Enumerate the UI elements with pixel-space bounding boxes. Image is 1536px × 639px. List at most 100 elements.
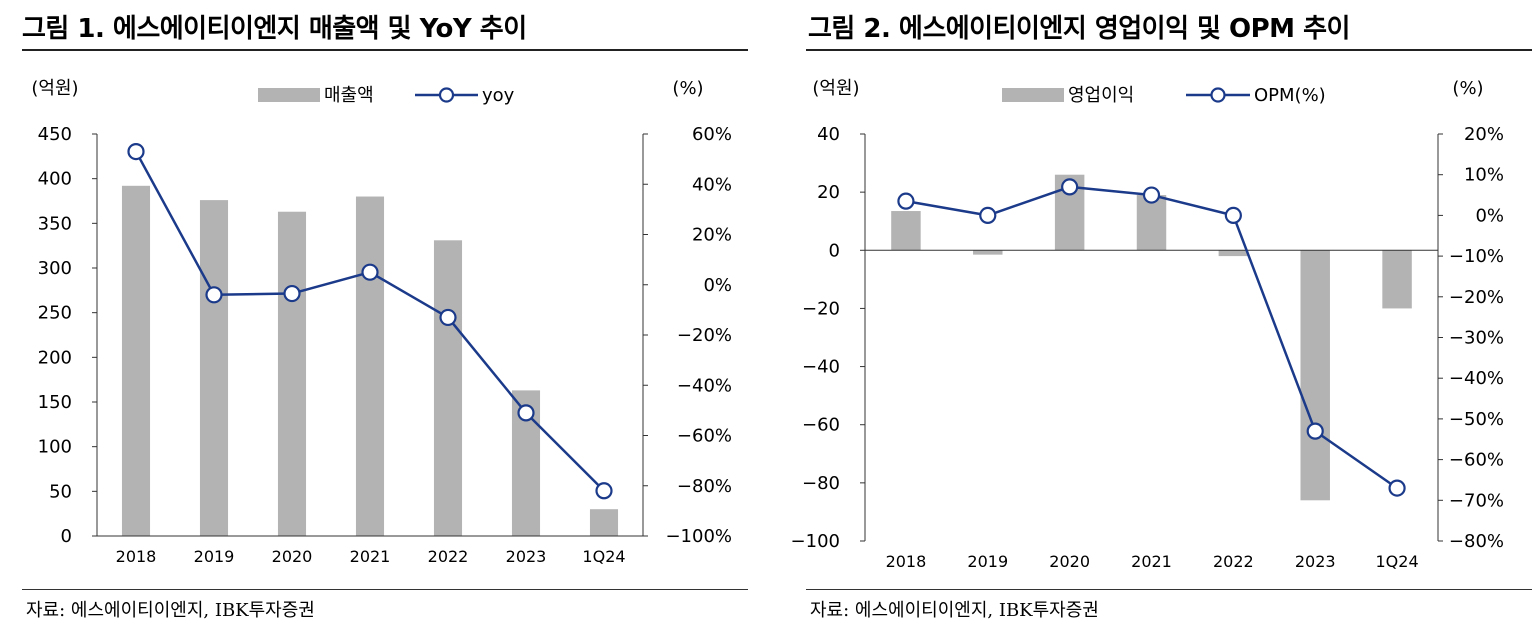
right-axis-tick-label: 40% xyxy=(692,174,732,195)
left-axis-tick-label: 0 xyxy=(829,240,840,261)
bar-2018 xyxy=(891,211,921,251)
right-axis-unit: (%) xyxy=(1452,78,1483,99)
left-axis-tick-label: −100 xyxy=(791,531,840,552)
bar-2021 xyxy=(1136,195,1167,251)
right-axis-tick-label: −30% xyxy=(1449,328,1504,349)
left-axis-tick-label: 40 xyxy=(817,124,840,145)
line-point-2023 xyxy=(1306,422,1324,440)
left-axis-tick-label: 50 xyxy=(49,481,72,502)
bar-1Q24 xyxy=(589,509,619,536)
category-label: 2023 xyxy=(506,547,547,566)
panel-2-title-rule xyxy=(806,49,1532,51)
panel-1-source-rule xyxy=(22,589,748,590)
right-axis-tick-label: −60% xyxy=(677,426,732,447)
right-axis-tick-label: −20% xyxy=(677,325,732,346)
bar-2020 xyxy=(277,211,307,536)
left-axis-tick-label: −80 xyxy=(802,473,840,494)
panel-1-title-rule xyxy=(22,49,748,51)
category-label: 2021 xyxy=(350,547,391,566)
legend-line-label: yoy xyxy=(482,85,515,106)
right-axis-tick-label: −60% xyxy=(1449,450,1504,471)
chart-1-revenue-yoy: (억원) (%) 매출액 yoy 0 50 100 150 200 250 300 350 400 450… xyxy=(31,78,732,566)
line-point-1Q24 xyxy=(595,482,613,500)
bar-2019 xyxy=(973,250,1003,255)
legend-bar-label: 매출액 xyxy=(324,85,374,106)
right-axis-tick-label: −20% xyxy=(1449,287,1504,308)
left-axis-tick-label: 100 xyxy=(38,437,72,458)
left-axis-tick-label: 200 xyxy=(38,347,72,368)
line-point-2021 xyxy=(1142,186,1161,204)
panel-2-source: 자료: 에스에이티이엔지, IBK투자증권 xyxy=(810,600,1099,621)
bar-2022 xyxy=(433,240,463,536)
right-axis-tick-label: −80% xyxy=(1449,531,1504,552)
panel-1-title: 그림 1. 에스에이티이엔지 매출액 및 YoY 추이 xyxy=(22,14,527,44)
left-axis-tick-label: 150 xyxy=(38,392,72,413)
left-axis-tick-label: −20 xyxy=(802,298,840,319)
left-axis-tick-label: 250 xyxy=(38,303,72,324)
right-axis-tick-label: 20% xyxy=(1464,124,1504,145)
left-axis-unit: (억원) xyxy=(31,78,78,99)
right-axis-tick-label: −80% xyxy=(677,476,732,497)
left-axis-unit: (억원) xyxy=(812,78,859,99)
legend-line-marker xyxy=(1210,87,1226,103)
panel-2-title: 그림 2. 에스에이티이엔지 영업이익 및 OPM 추이 xyxy=(808,14,1350,44)
bar-1Q24 xyxy=(1382,250,1412,309)
right-axis-tick-label: −100% xyxy=(665,526,732,547)
left-axis-tick-label: −60 xyxy=(802,415,840,436)
legend-bar-swatch xyxy=(1002,88,1064,102)
right-axis-tick-label: 0% xyxy=(1475,205,1504,226)
legend-line-marker xyxy=(438,87,455,103)
right-axis-tick-label: 60% xyxy=(692,124,732,145)
line-point-2018 xyxy=(897,192,915,210)
left-axis-tick-label: 300 xyxy=(38,258,72,279)
right-axis-tick-label: −40% xyxy=(1449,368,1504,389)
bar-2023 xyxy=(1300,250,1330,501)
line-point-2019 xyxy=(979,206,997,224)
line-point-2020 xyxy=(283,284,301,303)
category-label: 2018 xyxy=(886,552,927,571)
line-point-2021 xyxy=(361,263,379,281)
category-label: 2022 xyxy=(428,547,469,566)
panel-1-source: 자료: 에스에이티이엔지, IBK투자증권 xyxy=(26,600,315,621)
category-label: 2023 xyxy=(1295,552,1336,571)
bar-2021 xyxy=(355,196,385,537)
right-axis-tick-label: 0% xyxy=(703,275,732,296)
category-label: 1Q24 xyxy=(582,547,625,566)
legend-bar-swatch xyxy=(258,88,320,102)
line-point-2023 xyxy=(517,404,535,422)
right-axis-tick-label: −40% xyxy=(677,375,732,396)
line-point-2018 xyxy=(127,142,145,161)
chart-2-operating-profit-opm: (억원) (%) 영업이익 OPM(%) −100 −80 −60 −40 −20 0 20 40 −8… xyxy=(791,78,1504,571)
right-axis-tick-label: −70% xyxy=(1449,490,1504,511)
left-axis-tick-label: 450 xyxy=(38,124,72,145)
line-point-2019 xyxy=(205,286,223,304)
category-label: 1Q24 xyxy=(1376,552,1419,571)
category-label: 2020 xyxy=(272,547,313,566)
category-label: 2019 xyxy=(194,547,235,566)
left-axis-tick-label: 20 xyxy=(817,182,840,203)
category-label: 2019 xyxy=(967,552,1008,571)
right-axis-tick-label: −50% xyxy=(1449,409,1504,430)
category-label: 2018 xyxy=(116,547,157,566)
bar-2019 xyxy=(199,200,229,536)
line-point-1Q24 xyxy=(1388,479,1406,497)
right-axis-tick-label: 10% xyxy=(1464,165,1504,186)
line-point-2022 xyxy=(439,308,457,327)
category-label: 2022 xyxy=(1213,552,1254,571)
left-axis-tick-label: 350 xyxy=(38,213,72,234)
right-axis-tick-label: 20% xyxy=(692,225,732,246)
left-axis-tick-label: 400 xyxy=(38,169,72,190)
left-axis-tick-label: −40 xyxy=(802,357,840,378)
panel-2-source-rule xyxy=(806,589,1532,590)
bar-2022 xyxy=(1218,250,1249,257)
legend-line-label: OPM(%) xyxy=(1254,85,1326,106)
left-axis-tick-label: 0 xyxy=(61,526,72,547)
line-point-2020 xyxy=(1061,178,1079,196)
legend-bar-label: 영업이익 xyxy=(1068,85,1134,106)
line-point-2022 xyxy=(1224,206,1242,224)
right-axis-tick-label: −10% xyxy=(1449,246,1504,267)
bar-2018 xyxy=(121,185,151,536)
category-label: 2021 xyxy=(1131,552,1172,571)
category-label: 2020 xyxy=(1049,552,1090,571)
right-axis-unit: (%) xyxy=(672,78,703,99)
